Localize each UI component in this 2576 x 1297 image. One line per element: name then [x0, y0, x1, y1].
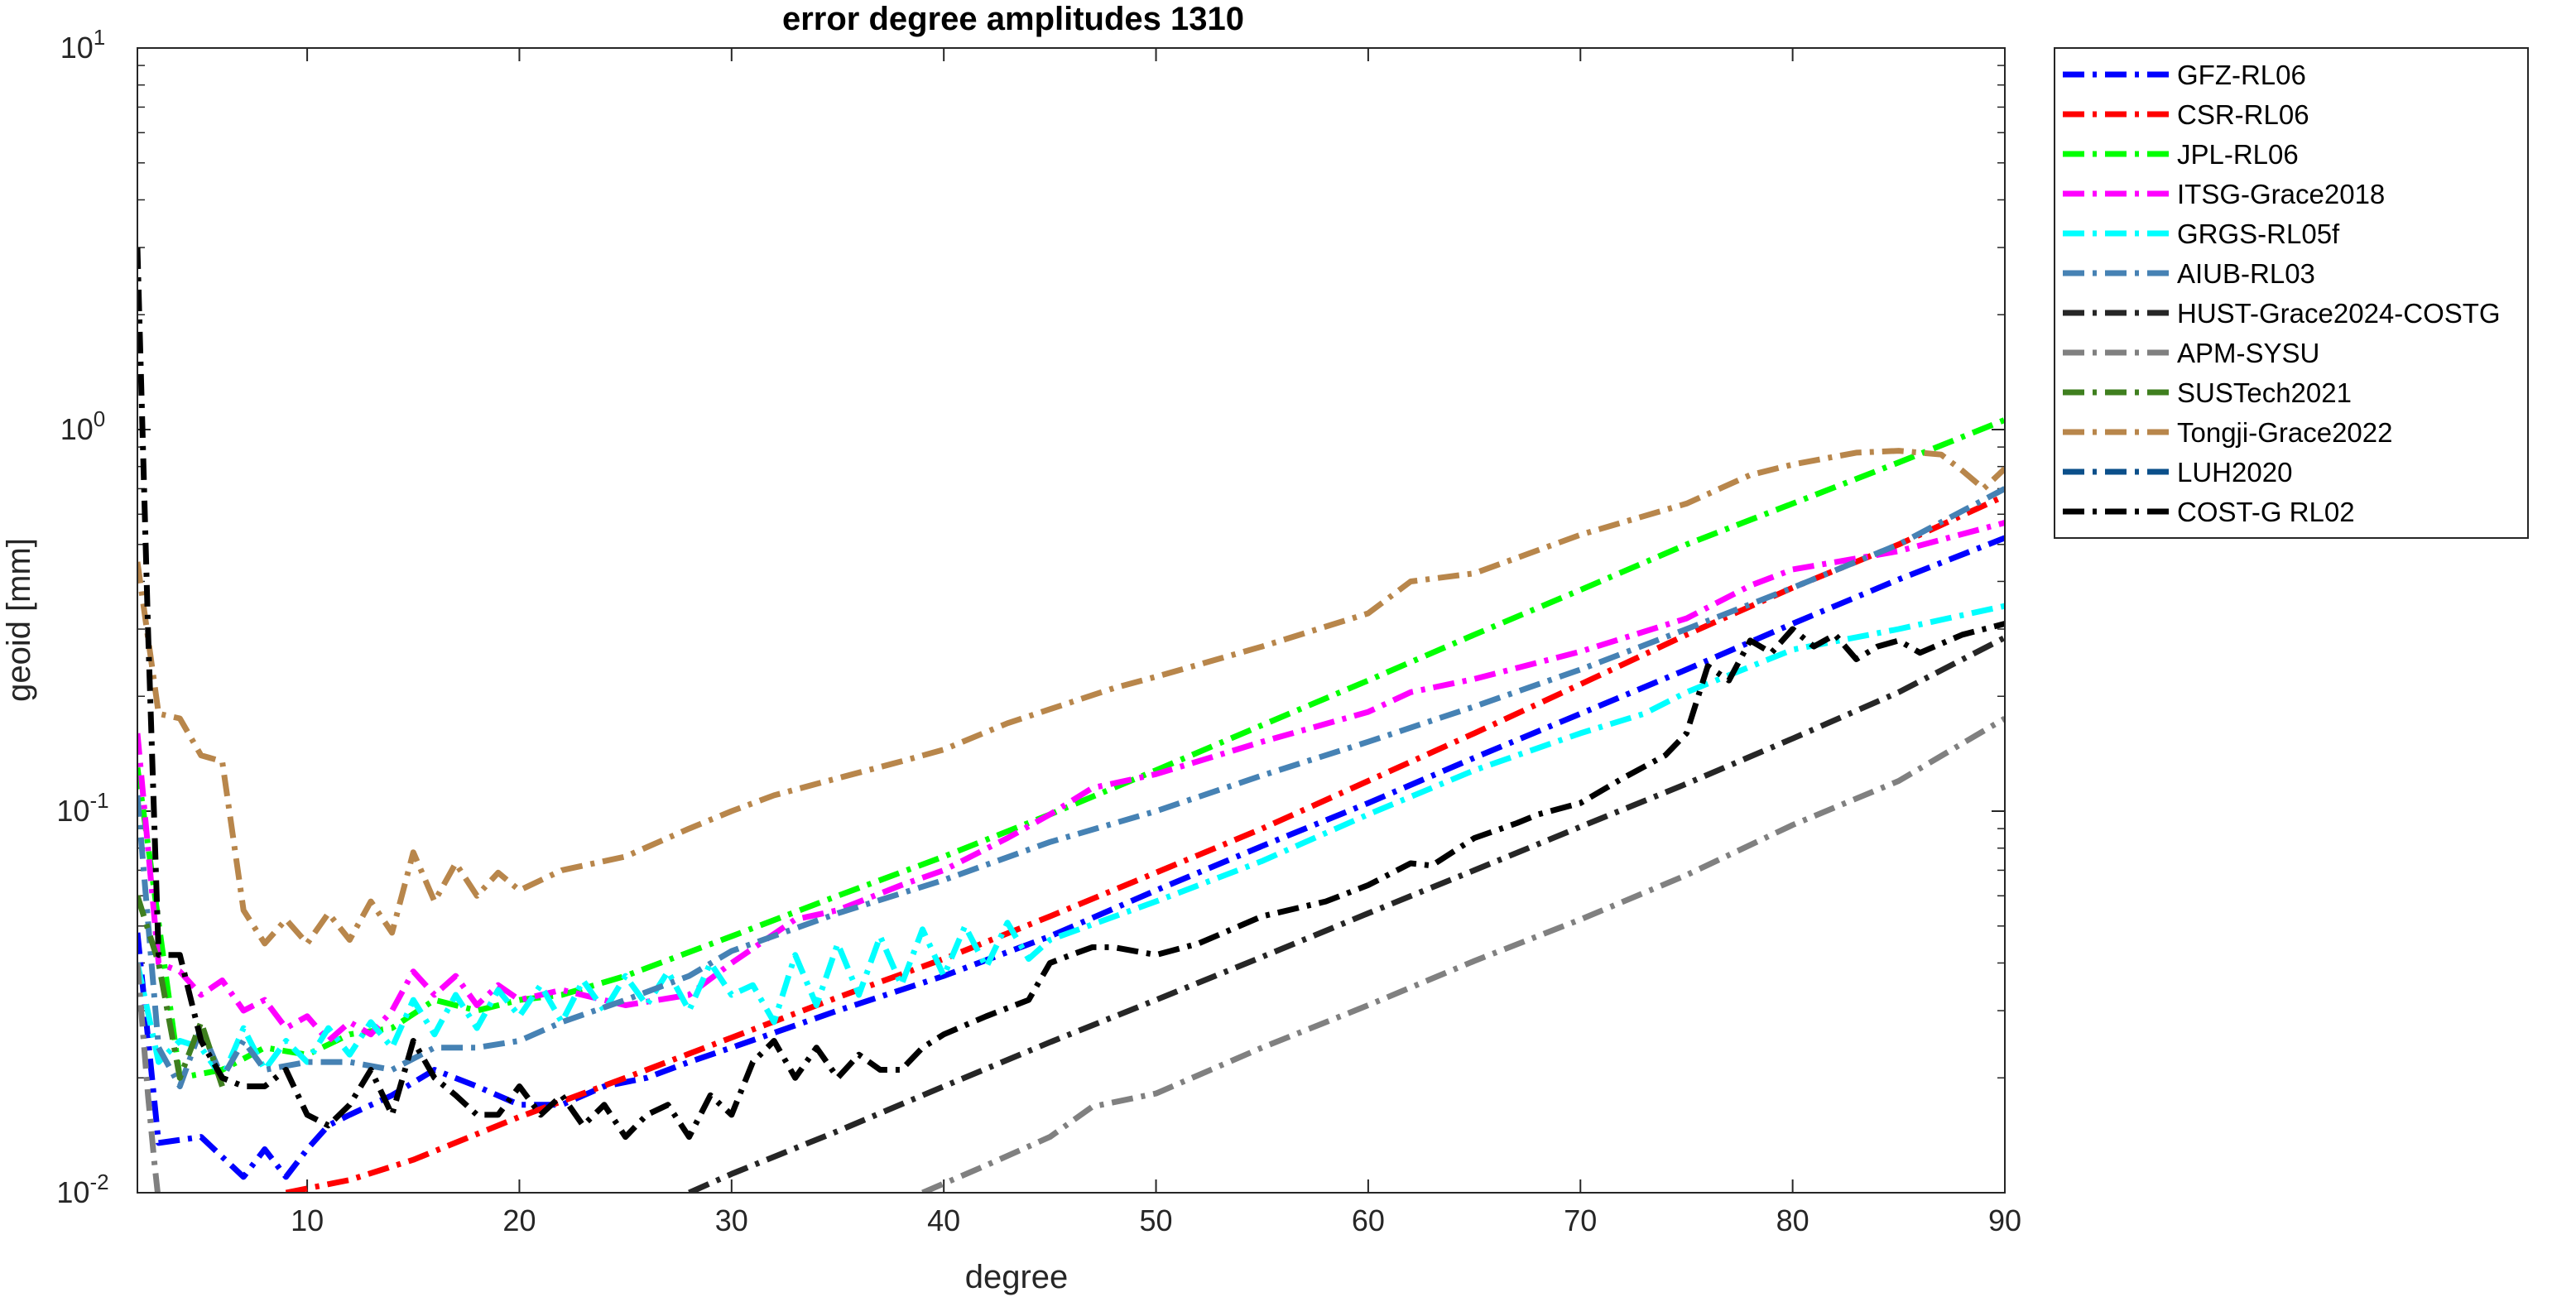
x-tick-label: 90: [1988, 1203, 2021, 1237]
legend-label: HUST-Grace2024-COSTG: [2177, 298, 2501, 329]
legend-label: ITSG-Grace2018: [2177, 179, 2385, 209]
legend-label: Tongji-Grace2022: [2177, 417, 2393, 448]
legend-label: AIUB-RL03: [2177, 258, 2315, 289]
series-line-grgs-rl05f: [137, 603, 2005, 1081]
x-tick-label: 10: [291, 1203, 324, 1237]
y-tick-label: 10-1: [56, 788, 108, 828]
series-line-apm-sysu-segment: [921, 715, 2005, 1193]
legend-label: SUSTech2021: [2177, 377, 2352, 408]
x-tick-label: 70: [1564, 1203, 1597, 1237]
y-axis-ticks: 10-2 10-1 100 101: [56, 25, 2005, 1209]
series-layer: [137, 247, 2005, 1193]
x-tick-label: 20: [502, 1203, 536, 1237]
legend-label: CSR-RL06: [2177, 99, 2309, 130]
legend: GFZ-RL06 CSR-RL06 JPL-RL06 ITSG-Grace2018 GR…: [2054, 47, 2529, 539]
series-line-sustech2021: [137, 895, 225, 1088]
series-line-gfz-rl06: [137, 535, 2005, 1180]
chart-title: error degree amplitudes 1310: [782, 1, 1244, 37]
legend-label: APM-SYSU: [2177, 338, 2319, 368]
legend-label: GFZ-RL06: [2177, 60, 2306, 90]
series-line-tongji-grace2022: [137, 448, 2005, 947]
y-axis-label: geoid [mm]: [1, 538, 37, 702]
series-line-hust-grace2024-costg: [688, 635, 2005, 1193]
series-line-jpl-rl06: [137, 417, 2005, 1081]
legend-label: JPL-RL06: [2177, 139, 2299, 170]
x-axis-ticks: 10 20 30 40 50 60 70 80 90: [291, 48, 2021, 1237]
y-tick-label: 100: [60, 406, 106, 446]
y-tick-label: 101: [60, 25, 106, 65]
legend-label: GRGS-RL05f: [2177, 219, 2340, 249]
legend-box: [2054, 47, 2529, 539]
x-tick-label: 30: [715, 1203, 748, 1237]
series-line-itsg-grace2018: [137, 520, 2005, 1044]
series-line-aiub-rl03: [137, 486, 2005, 1089]
x-tick-label: 80: [1776, 1203, 1809, 1237]
x-tick-label: 40: [927, 1203, 960, 1237]
x-tick-label: 50: [1140, 1203, 1173, 1237]
plot-frame: [137, 47, 2006, 1194]
series-line-csr-rl06: [285, 493, 2005, 1193]
series-line-apm-sysu: [137, 963, 161, 1193]
x-tick-label: 60: [1352, 1203, 1385, 1237]
y-tick-label: 10-2: [56, 1170, 108, 1209]
legend-label: LUH2020: [2177, 457, 2292, 488]
x-axis-label: degree: [965, 1259, 1069, 1295]
series-line-cost-g-rl02: [137, 247, 2005, 1141]
legend-label: COST-G RL02: [2177, 497, 2355, 527]
